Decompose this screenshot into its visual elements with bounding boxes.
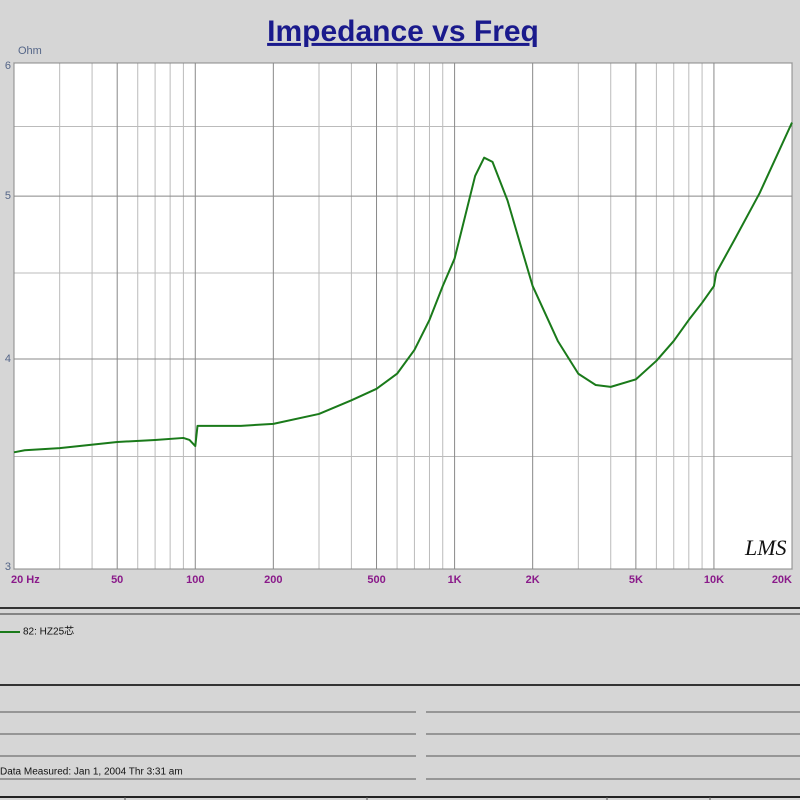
y-axis-label: Ohm (18, 45, 42, 57)
y-tick-label: 3 (5, 561, 11, 573)
x-tick-label: 20K (772, 574, 792, 586)
measured-date: Data Measured: Jan 1, 2004 Thr 3:31 am (0, 767, 183, 778)
watermark: LMS (744, 535, 787, 560)
x-tick-label: 100 (186, 574, 204, 586)
plot (13, 122, 793, 454)
grid (13, 62, 793, 570)
x-tick-label: 1K (448, 574, 462, 586)
legend-label: 82: HZ25芯 (23, 625, 74, 638)
x-tick-label: 10K (704, 574, 724, 586)
y-tick-label: 5 (5, 190, 11, 202)
chart-title: Impedance vs Freq (267, 15, 539, 48)
x-tick-label: 20 Hz (11, 574, 40, 586)
y-tick-label: 6 (5, 60, 11, 72)
plot-area (13, 62, 793, 570)
y-tick-label: 4 (5, 353, 11, 365)
x-tick-label: 5K (629, 574, 643, 586)
x-tick-label: 50 (111, 574, 123, 586)
x-tick-label: 200 (264, 574, 282, 586)
x-tick-label: 500 (367, 574, 385, 586)
series-line (13, 122, 793, 454)
info-rows (0, 711, 800, 800)
x-tick-label: 2K (526, 574, 540, 586)
